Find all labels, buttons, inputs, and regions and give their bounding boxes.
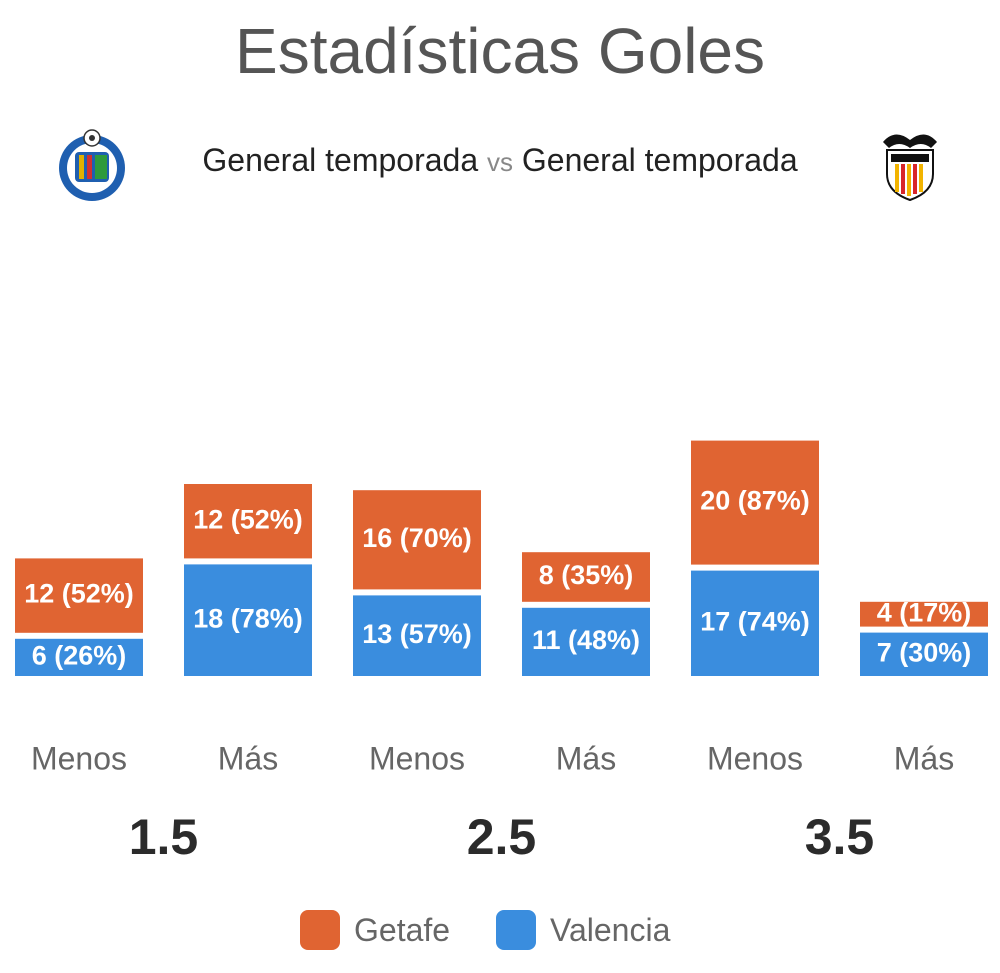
bar-valencia bbox=[184, 564, 312, 676]
bar-getafe bbox=[522, 552, 650, 602]
bar-getafe bbox=[184, 484, 312, 559]
legend-swatch-getafe bbox=[300, 910, 340, 950]
group-label: 1.5 bbox=[129, 809, 199, 865]
category-label: Menos bbox=[369, 740, 465, 776]
valencia-crest-icon bbox=[873, 128, 947, 202]
data-label-getafe: 12 (52%) bbox=[24, 579, 134, 609]
legend: Getafe Valencia bbox=[0, 910, 1000, 956]
group-label: 3.5 bbox=[805, 809, 875, 865]
away-label: General temporada bbox=[521, 142, 798, 178]
bar-valencia bbox=[691, 570, 819, 676]
legend-label-valencia: Valencia bbox=[550, 911, 671, 948]
goals-bar-chart: 6 (26%) 12 (52%) Menos 18 (78%) 12 (52%) Más 1… bbox=[15, 440, 988, 865]
data-label-valencia: 18 (78%) bbox=[193, 603, 303, 633]
home-label: General temporada bbox=[202, 142, 479, 178]
bar-valencia bbox=[522, 607, 650, 676]
vs-label: vs bbox=[487, 147, 513, 177]
bar-getafe bbox=[353, 490, 481, 590]
data-label-valencia: 17 (74%) bbox=[700, 606, 810, 636]
data-label-getafe: 12 (52%) bbox=[193, 504, 303, 534]
legend-item-valencia: Valencia bbox=[496, 910, 670, 950]
category-label: Más bbox=[218, 740, 278, 776]
legend-item-getafe: Getafe bbox=[300, 910, 450, 950]
category-label: Menos bbox=[31, 740, 127, 776]
data-label-getafe: 16 (70%) bbox=[362, 523, 472, 553]
data-label-getafe: 8 (35%) bbox=[539, 560, 634, 590]
category-label: Menos bbox=[707, 740, 803, 776]
data-label-valencia: 6 (26%) bbox=[32, 641, 127, 671]
category-label: Más bbox=[894, 740, 954, 776]
data-label-getafe: 20 (87%) bbox=[700, 486, 810, 516]
bar-getafe bbox=[860, 601, 988, 627]
data-label-valencia: 7 (30%) bbox=[877, 637, 972, 667]
page-title: Estadísticas Goles bbox=[235, 15, 765, 87]
bar-valencia bbox=[860, 632, 988, 676]
group-label: 2.5 bbox=[467, 809, 537, 865]
bar-getafe bbox=[691, 440, 819, 565]
subtitle: General temporada vs General temporada bbox=[130, 142, 870, 179]
bar-valencia bbox=[353, 595, 481, 676]
data-label-valencia: 11 (48%) bbox=[532, 625, 640, 655]
getafe-crest-icon bbox=[55, 128, 129, 202]
legend-label-getafe: Getafe bbox=[354, 911, 451, 948]
data-label-getafe: 4 (17%) bbox=[877, 597, 972, 627]
bar-getafe bbox=[15, 558, 143, 633]
legend-swatch-valencia bbox=[496, 910, 536, 950]
category-label: Más bbox=[556, 740, 616, 776]
data-label-valencia: 13 (57%) bbox=[362, 619, 472, 649]
bar-valencia bbox=[15, 638, 143, 676]
